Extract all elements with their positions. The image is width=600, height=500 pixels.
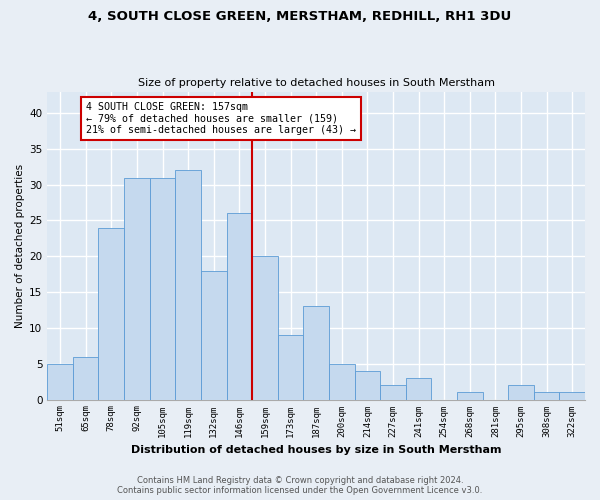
Bar [508, 385, 534, 400]
Text: 4, SOUTH CLOSE GREEN, MERSTHAM, REDHILL, RH1 3DU: 4, SOUTH CLOSE GREEN, MERSTHAM, REDHILL,… [88, 10, 512, 23]
Bar [457, 392, 482, 400]
Bar [47, 364, 73, 400]
Text: Contains HM Land Registry data © Crown copyright and database right 2024.
Contai: Contains HM Land Registry data © Crown c… [118, 476, 482, 495]
Bar [278, 335, 304, 400]
Bar [355, 371, 380, 400]
Bar [227, 214, 252, 400]
Bar [252, 256, 278, 400]
Bar [98, 228, 124, 400]
X-axis label: Distribution of detached houses by size in South Merstham: Distribution of detached houses by size … [131, 445, 502, 455]
Title: Size of property relative to detached houses in South Merstham: Size of property relative to detached ho… [137, 78, 494, 88]
Bar [150, 178, 175, 400]
Bar [304, 306, 329, 400]
Bar [559, 392, 585, 400]
Bar [201, 270, 227, 400]
Text: 4 SOUTH CLOSE GREEN: 157sqm
← 79% of detached houses are smaller (159)
21% of se: 4 SOUTH CLOSE GREEN: 157sqm ← 79% of det… [86, 102, 356, 136]
Y-axis label: Number of detached properties: Number of detached properties [15, 164, 25, 328]
Bar [534, 392, 559, 400]
Bar [175, 170, 201, 400]
Bar [329, 364, 355, 400]
Bar [380, 385, 406, 400]
Bar [73, 356, 98, 400]
Bar [406, 378, 431, 400]
Bar [124, 178, 150, 400]
